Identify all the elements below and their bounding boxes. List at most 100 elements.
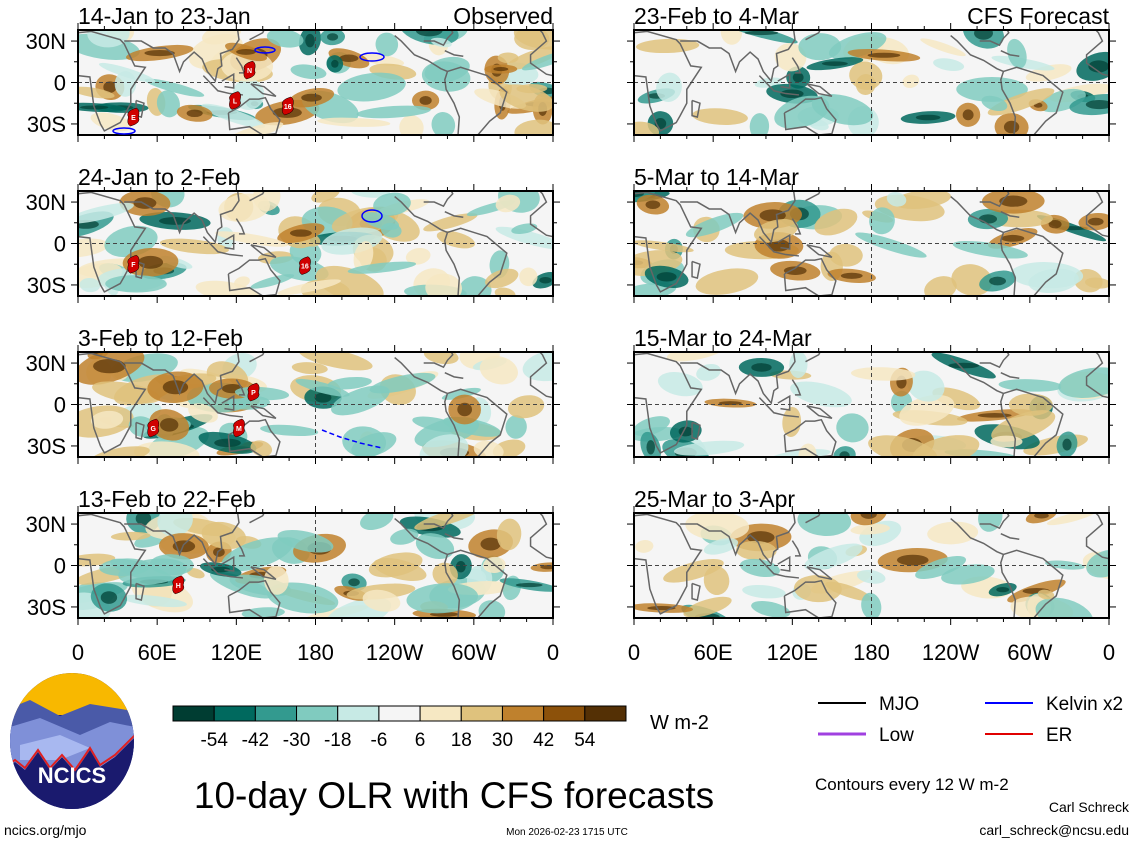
olr-anomaly-blob <box>1086 549 1109 578</box>
y-tick-label: 30S <box>27 595 66 620</box>
site-url: ncics.org/mjo <box>4 822 87 838</box>
colorbar-tick-label: -18 <box>324 730 351 751</box>
coastline <box>634 513 703 615</box>
coastline <box>1003 227 1064 296</box>
coastline <box>758 558 800 579</box>
coastline <box>444 372 464 379</box>
coastline <box>78 513 147 615</box>
coastline <box>235 57 246 74</box>
coastline <box>78 352 147 454</box>
olr-anomaly-blob <box>337 72 406 102</box>
coastline <box>221 72 235 89</box>
svg-text:G: G <box>150 426 156 433</box>
coastline <box>979 191 1010 208</box>
olr-anomaly-blob <box>696 363 721 381</box>
tropical-cyclone-marker: F <box>127 254 140 274</box>
coastline <box>227 579 281 618</box>
coastline <box>791 379 802 396</box>
olr-anomaly-blob <box>683 596 732 618</box>
olr-anomaly-blob <box>912 435 980 457</box>
olr-anomaly-blob <box>927 521 979 545</box>
coastline <box>806 244 833 259</box>
coastline <box>950 34 1017 135</box>
coastline <box>423 191 454 208</box>
olr-anomaly-blob <box>360 513 394 531</box>
olr-anomaly-blob <box>782 406 802 438</box>
olr-anomaly-blob <box>506 45 553 70</box>
svg-text:16: 16 <box>284 104 292 111</box>
x-tick-label: 120W <box>922 640 980 665</box>
olr-anomaly-blob <box>98 62 156 83</box>
olr-anomaly-blob <box>742 584 786 599</box>
coastline <box>221 394 235 411</box>
olr-anomaly-blob <box>250 274 295 289</box>
coastline <box>806 566 833 581</box>
olr-anomaly-blob <box>356 105 431 119</box>
coastline <box>447 66 508 135</box>
panel-title: 5-Mar to 14-Mar <box>634 164 799 190</box>
olr-anomaly-blob <box>1010 262 1084 289</box>
olr-anomaly-blob <box>634 240 694 253</box>
olr-anomaly-blob <box>850 367 916 381</box>
coastline <box>680 352 796 405</box>
olr-anomaly-blob <box>998 379 1063 392</box>
colorbar: -54 -42 -30 -18 -6 6 18 30 42 54 <box>172 705 627 751</box>
coastline <box>124 30 240 83</box>
olr-anomaly-blob <box>159 238 229 255</box>
timestamp: Mon 2026-02-23 1715 UTC <box>506 827 628 838</box>
olr-anomaly-blob <box>241 607 285 618</box>
olr-anomaly-blob <box>924 276 957 296</box>
panel-title: 13-Feb to 22-Feb <box>78 486 256 512</box>
coastline <box>135 260 145 279</box>
tropical-cyclone-marker: 16 <box>281 96 294 116</box>
coastline <box>1085 352 1109 399</box>
coastline <box>979 513 1010 530</box>
olr-anomaly-blob <box>868 435 938 457</box>
coastline <box>950 356 1017 457</box>
coastline <box>783 579 837 618</box>
olr-anomaly-blob <box>79 277 101 293</box>
olr-anomaly-blob <box>234 276 250 288</box>
olr-anomaly-blob <box>635 540 654 553</box>
svg-text:H: H <box>176 583 181 590</box>
olr-anomaly-blob <box>473 440 504 457</box>
author: Carl Schreck <box>1049 799 1130 815</box>
olr-anomaly-blob <box>133 441 200 457</box>
coastline <box>791 57 802 74</box>
coastline <box>221 233 235 250</box>
olr-anomaly-blob <box>90 410 124 429</box>
olr-anomaly-blob <box>674 440 745 456</box>
olr-anomaly-blob <box>521 48 553 71</box>
colorbar-tick-label: -30 <box>283 730 310 751</box>
olr-anomaly-blob <box>202 30 242 45</box>
coastline <box>124 352 240 405</box>
y-tick-label: 0 <box>54 554 66 579</box>
coastline <box>394 517 461 618</box>
kelvin-contour <box>321 429 383 449</box>
colorbar-tick-label: -6 <box>370 730 387 751</box>
coastline <box>758 75 800 96</box>
tropical-cyclone-marker: H <box>172 575 185 595</box>
coastline <box>529 30 553 77</box>
colorbar-swatch <box>501 705 545 722</box>
olr-anomaly-blob <box>424 56 470 83</box>
coastline <box>250 405 277 420</box>
coastline <box>1000 372 1020 379</box>
tropical-cyclone-marker: M <box>233 418 245 438</box>
olr-anomaly-blob <box>362 212 399 231</box>
olr-anomaly-blob <box>920 38 966 57</box>
colorbar-swatch <box>378 705 421 722</box>
olr-anomaly-blob <box>90 112 132 132</box>
coastline <box>979 30 1010 47</box>
panel-title: 23-Feb to 4-Mar <box>634 3 799 29</box>
olr-anomaly-blob <box>804 543 863 571</box>
olr-anomaly-blob <box>932 387 981 411</box>
map-panel: 30N 0 30S 14-Jan to 23-Jan Observed N L 16 E <box>26 3 560 142</box>
kelvin-contour <box>361 209 383 223</box>
svg-text:M: M <box>236 426 242 433</box>
olr-anomaly-blob <box>899 394 955 426</box>
coastline <box>806 405 833 420</box>
coastline <box>783 418 837 457</box>
coastline <box>691 260 701 279</box>
olr-anomaly-blob <box>277 279 341 296</box>
